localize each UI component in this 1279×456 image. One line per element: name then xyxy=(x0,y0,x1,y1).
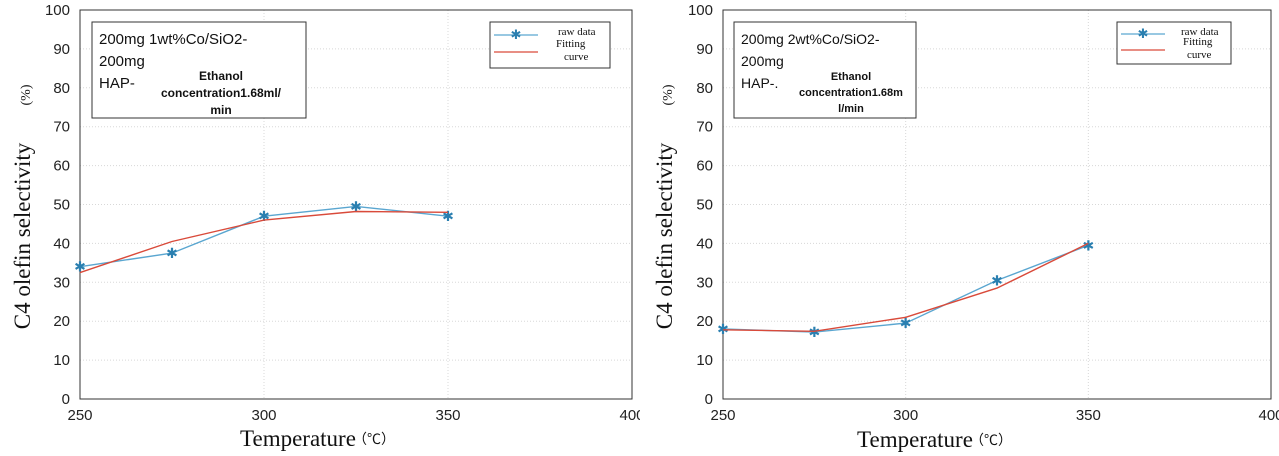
raw-data-point: ✱ xyxy=(900,315,912,331)
x-tick-label: 350 xyxy=(1076,407,1101,424)
fitting-curve-line xyxy=(722,242,1089,333)
y-tick-label: 50 xyxy=(696,197,713,214)
legend-box-right xyxy=(1116,21,1232,65)
y-tick-label: 80 xyxy=(53,80,70,97)
y-tick-label: 70 xyxy=(696,119,713,136)
x-tick-label: 400 xyxy=(619,407,640,424)
annotation-right1: Ethanol xyxy=(831,71,871,83)
chart-panel-left: 0102030405060708090100250300350400 ✱✱✱✱✱… xyxy=(10,2,640,451)
x-tick-label: 400 xyxy=(1258,407,1279,424)
legend-label-fit-2: curve xyxy=(564,51,589,63)
raw-data-point: ✱ xyxy=(74,259,86,275)
annotation-box-right xyxy=(733,21,917,119)
chart-right-svg: 0102030405060708090100250300350400 ✱✱✱✱✱… xyxy=(652,2,1279,452)
raw-data-point: ✱ xyxy=(166,245,178,261)
annotation-right2: concentration1.68ml/ xyxy=(161,86,282,100)
x-axis-label-right: Temperature xyxy=(857,427,973,452)
raw-data-point: ✱ xyxy=(350,198,362,214)
fitting-curve-line xyxy=(79,210,449,274)
y-tick-label: 60 xyxy=(696,158,713,175)
legend-marker-raw: ✱ xyxy=(1138,26,1149,41)
y-axis-unit-left: (%) xyxy=(19,84,34,105)
x-axis-unit-right: （℃） xyxy=(970,433,1012,449)
y-tick-label: 80 xyxy=(696,80,713,97)
ticks-left: 0 10 20 30 40 50 60 70 80 90 100 250 300 350 400 xyxy=(45,2,640,424)
annotation-right3: l/min xyxy=(838,103,864,115)
y-axis-label-left: C4 olefin selectivity xyxy=(10,142,35,329)
annotation-line2: 200mg xyxy=(741,53,784,69)
raw-data-point: ✱ xyxy=(717,321,729,337)
raw-data-point: ✱ xyxy=(1082,237,1094,253)
legend-label-raw: raw data xyxy=(558,26,596,38)
y-tick-label: 20 xyxy=(53,313,70,330)
annotation-line1: 200mg 1wt%Co/SiO2- xyxy=(99,31,247,48)
x-tick-label: 350 xyxy=(435,407,460,424)
y-tick-label: 100 xyxy=(45,2,70,19)
y-tick-label: 100 xyxy=(688,2,713,19)
y-tick-label: 10 xyxy=(53,352,70,369)
y-tick-label: 0 xyxy=(705,391,713,408)
legend-box-left xyxy=(489,21,611,69)
raw-data-point: ✱ xyxy=(442,208,454,224)
y-tick-label: 30 xyxy=(53,274,70,291)
chart-left-svg: 0102030405060708090100250300350400 ✱✱✱✱✱… xyxy=(10,2,640,451)
chart-panel-right: 0102030405060708090100250300350400 ✱✱✱✱✱… xyxy=(639,0,1279,456)
y-tick-label: 30 xyxy=(696,274,713,291)
legend-label-raw: raw data xyxy=(1181,26,1219,38)
x-axis-label-left: Temperature xyxy=(240,426,356,451)
y-tick-label: 10 xyxy=(696,352,713,369)
ticks-right: 0 10 20 30 40 50 60 70 80 90 100 250 300 350 400 xyxy=(688,2,1279,424)
plot-frame-right xyxy=(722,9,1272,400)
legend-marker-raw: ✱ xyxy=(511,27,522,42)
y-tick-label: 90 xyxy=(696,41,713,58)
raw-data-point: ✱ xyxy=(991,272,1003,288)
y-tick-label: 70 xyxy=(53,119,70,136)
annotation-line2: 200mg xyxy=(99,53,145,70)
series-left: ✱ ✱ ✱ ✱ ✱ xyxy=(74,198,454,274)
x-tick-label: 300 xyxy=(251,407,276,424)
x-tick-label: 250 xyxy=(710,407,735,424)
legend-label-fit-2: curve xyxy=(1187,49,1212,61)
raw-data-line xyxy=(79,205,449,268)
y-tick-label: 60 xyxy=(53,158,70,175)
raw-data-point: ✱ xyxy=(258,208,270,224)
legend-label-fit-1: Fitting xyxy=(556,38,586,50)
y-tick-label: 40 xyxy=(53,235,70,252)
x-tick-label: 250 xyxy=(67,407,92,424)
y-axis-label-right: C4 olefin selectivity xyxy=(652,142,677,329)
annotation-right1: Ethanol xyxy=(199,69,243,83)
annotation-line3: HAP-. xyxy=(741,75,778,91)
annotation-line1: 200mg 2wt%Co/SiO2- xyxy=(741,31,880,47)
y-tick-label: 90 xyxy=(53,41,70,58)
y-axis-unit-right: (%) xyxy=(661,84,676,105)
y-tick-label: 20 xyxy=(696,313,713,330)
plot-frame-left xyxy=(79,9,633,400)
y-tick-label: 0 xyxy=(62,391,70,408)
annotation-box-left xyxy=(91,21,307,119)
y-tick-label: 40 xyxy=(696,235,713,252)
annotation-right3: min xyxy=(210,103,231,117)
raw-data-point: ✱ xyxy=(808,324,820,340)
y-tick-label: 50 xyxy=(53,197,70,214)
x-axis-unit-left: （℃） xyxy=(353,432,395,448)
series-right: ✱ ✱ ✱ ✱ ✱ xyxy=(717,237,1094,340)
annotation-right2: concentration1.68m xyxy=(799,87,903,99)
annotation-line3: HAP- xyxy=(99,75,135,92)
legend-label-fit-1: Fitting xyxy=(1183,36,1213,48)
x-tick-label: 300 xyxy=(893,407,918,424)
